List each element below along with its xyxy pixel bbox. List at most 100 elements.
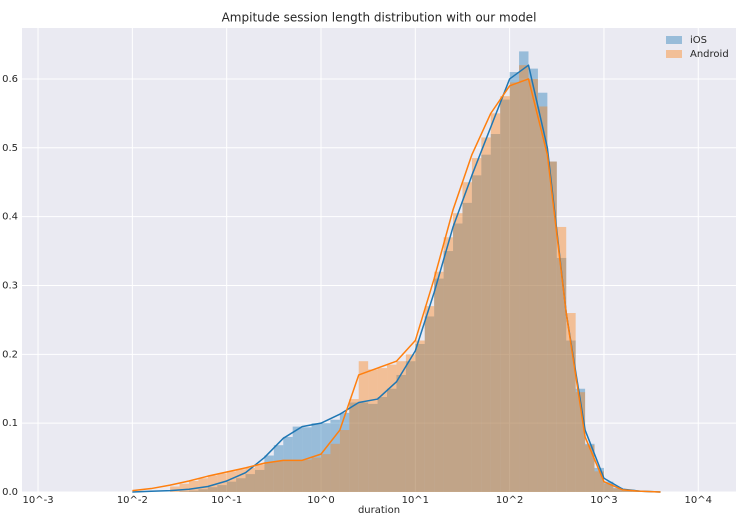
histogram-bar — [575, 392, 586, 492]
y-tick-label: 0.2 — [2, 349, 18, 360]
histogram-bar — [349, 399, 359, 492]
legend-swatch — [666, 50, 682, 58]
histogram-bar — [226, 481, 237, 492]
x-tick-label: 10^4 — [685, 495, 712, 506]
histogram-bar — [179, 491, 189, 492]
y-tick-label: 0.5 — [2, 143, 18, 154]
histogram-bar — [188, 490, 199, 492]
histogram-bar — [254, 464, 265, 492]
histogram-bar — [405, 354, 416, 492]
x-tick-label: 10^0 — [307, 495, 334, 506]
y-tick-label: 0.4 — [2, 212, 18, 223]
histogram-bar — [217, 485, 227, 492]
histogram-bar — [585, 443, 595, 492]
histogram-bar — [283, 460, 293, 492]
histogram-bar — [198, 478, 208, 492]
histogram-bar — [481, 154, 491, 492]
histogram-bar — [500, 96, 510, 493]
histogram-bar — [339, 430, 350, 492]
histogram-bar — [302, 427, 312, 492]
histogram-bar — [264, 462, 274, 492]
histogram-bar — [179, 483, 189, 492]
histogram-bar — [207, 475, 218, 492]
histogram-bar — [622, 490, 633, 492]
histogram-bar — [396, 361, 406, 492]
histogram-bar — [236, 478, 246, 492]
histogram-bar — [490, 113, 501, 492]
histogram-bar — [424, 316, 435, 492]
y-tick-label: 0.1 — [2, 418, 18, 429]
histogram-bar — [339, 412, 350, 492]
x-tick-label: 10^-2 — [117, 495, 148, 506]
histogram-bar — [188, 480, 199, 492]
histogram-bar — [509, 72, 520, 492]
histogram-bar — [528, 68, 538, 492]
x-tick-label: 10^-3 — [22, 495, 53, 506]
histogram-bar — [547, 161, 557, 492]
kde-line — [132, 78, 661, 493]
histogram-bar — [170, 486, 180, 492]
histogram-bar — [528, 78, 538, 493]
histogram-bar — [490, 134, 501, 492]
x-tick-label: 10^2 — [496, 495, 523, 506]
histogram-bar — [349, 402, 359, 492]
x-tick-label: 10^1 — [402, 495, 429, 506]
histogram-bar — [594, 471, 604, 492]
histogram-bar — [453, 223, 463, 492]
histogram-bar — [462, 182, 472, 493]
histogram-bar — [471, 175, 482, 493]
histogram-bar — [405, 361, 416, 492]
histogram-bar — [443, 251, 454, 492]
histogram-bar — [311, 457, 321, 492]
x-axis-label: duration — [358, 505, 400, 516]
histogram-bar — [434, 278, 444, 492]
chart-title: Ampitude session length distribution wit… — [222, 11, 537, 25]
histogram-bar — [537, 92, 548, 493]
y-tick-label: 0.3 — [2, 280, 18, 291]
histogram-bar — [519, 65, 529, 492]
histogram-bar — [603, 481, 614, 492]
histogram-bar — [273, 445, 284, 492]
histogram-bar — [575, 388, 586, 492]
histogram-bar — [471, 158, 482, 492]
histogram-bar — [198, 489, 208, 492]
histogram-bar — [481, 137, 491, 492]
histogram-bar — [537, 106, 548, 492]
x-tick-label: 10^-1 — [211, 495, 242, 506]
histogram-bar — [254, 469, 265, 492]
y-tick-label: 0.6 — [2, 74, 18, 85]
histogram-bar — [311, 423, 321, 492]
histogram-bar — [613, 487, 623, 492]
histogram-bar — [424, 306, 435, 492]
histogram-bar — [556, 257, 567, 492]
histogram-bar — [443, 237, 454, 492]
histogram-bar — [585, 445, 595, 492]
histogram-bar — [283, 436, 293, 492]
histogram-bar — [245, 467, 255, 492]
histogram-bar — [330, 419, 340, 492]
histogram-bar — [236, 469, 246, 492]
histogram-bar — [330, 443, 340, 492]
histogram-bar — [264, 455, 274, 492]
histogram-bar — [603, 483, 614, 492]
histogram-bar — [292, 426, 303, 492]
histogram-bar — [566, 313, 576, 492]
histogram-bar — [377, 368, 388, 492]
histogram-bar — [368, 403, 378, 492]
legend-swatch — [666, 36, 682, 44]
histogram-bar — [434, 271, 444, 492]
histogram-bar — [358, 402, 369, 492]
histogram-bar — [415, 340, 425, 492]
histogram-bar — [273, 461, 284, 492]
histogram-bar — [613, 488, 623, 492]
histogram-bar — [302, 459, 312, 492]
histogram-bar — [509, 82, 520, 493]
histogram-bar — [462, 202, 472, 492]
histogram-bar — [566, 340, 576, 492]
histogram-bar — [245, 474, 255, 492]
histogram-bar — [387, 364, 397, 492]
histogram-bar — [622, 490, 633, 492]
histogram-bar — [368, 369, 378, 492]
histogram-bar — [594, 467, 604, 492]
